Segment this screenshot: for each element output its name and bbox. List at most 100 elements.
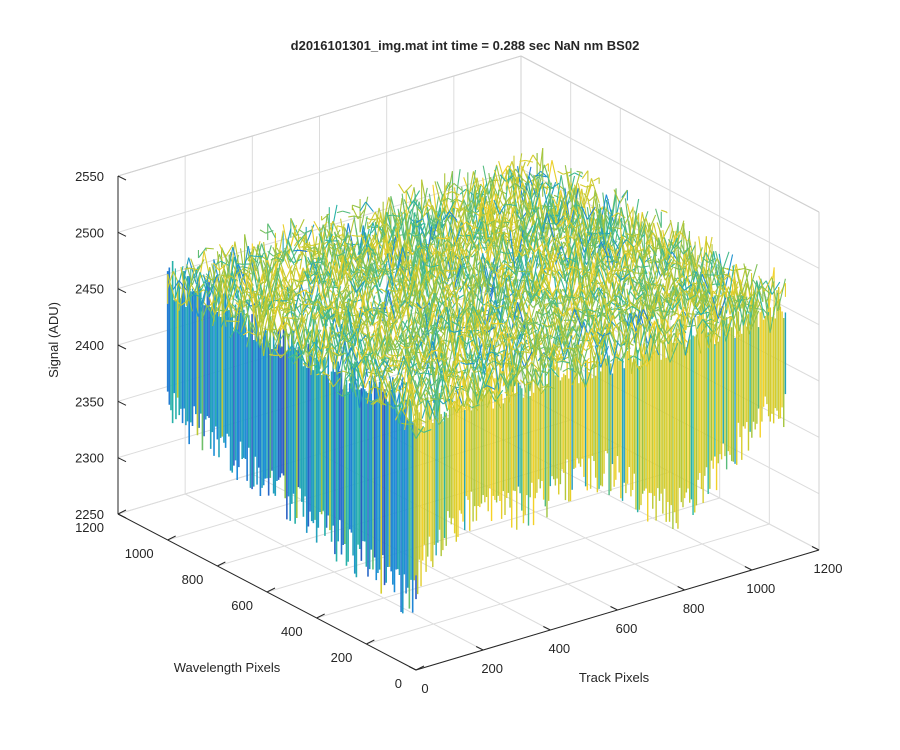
surface-top-strand [654,321,663,336]
surface-top-strand [246,322,253,348]
surface-top-strand [380,211,388,243]
surface-top-strand [186,267,195,306]
surface-top-strand [533,183,543,213]
surface-top-strand [315,260,323,281]
surface-top-strand [672,319,679,333]
surface-top-strand [399,267,409,282]
surface-top-strand [400,407,410,422]
surface-top-strand [575,357,583,367]
surface-top-strand [342,210,351,214]
surface-top-strand [493,173,503,215]
surface-top-strand [447,375,454,378]
surface-top-strand [418,271,428,305]
surface-top-strand [646,259,653,263]
surface-top-strand [344,372,351,382]
surface-top-strand [660,323,667,334]
z-tick-mark [117,344,127,350]
grid-line [266,471,671,593]
surface-top-strand [714,277,723,323]
surface-top-strand [426,292,435,318]
surface-top-strand [731,316,740,337]
surface-top-strand [422,357,431,370]
surface-top-strand [676,287,685,321]
surface-top-strand [211,263,218,291]
surface-top-strand [332,292,340,324]
surface-top-strand [403,184,413,194]
surface-top-strand [413,200,422,211]
surface-top-strand [525,379,534,386]
surface-top-strand [546,385,555,390]
surface-top-strand [462,374,469,390]
surface-top-strand [492,390,502,409]
surface-top-strand [440,315,450,326]
surface-top-strand [682,270,689,302]
surface-top-strand [327,312,337,350]
surface-top-strand [349,270,359,278]
x-tick-label: 600 [616,621,638,636]
surface-top-strand [400,302,410,319]
surface-top-strand [289,326,297,360]
surface-top-strand [676,260,684,269]
surface-top-strand [370,224,378,234]
surface-top-strand [440,307,448,333]
surface-top-strand [390,366,399,372]
surface-top-strand [490,303,497,309]
surface-top-strand [315,252,325,283]
z-tick-mark [117,175,127,181]
surface-top-strand [495,331,503,343]
surface-top-strand [566,310,576,325]
surface-top-strand [532,347,540,370]
surface-top-strand [673,239,683,249]
surface-top-strand [419,303,429,311]
surface-top-strand [491,349,498,355]
surface-top-strand [242,286,252,331]
surface-top-strand [340,260,350,285]
surface-top-strand [659,266,666,281]
y-tick-label: 800 [182,572,204,587]
surface-top-strand [709,305,717,346]
surface-top-strand [429,218,437,225]
surface-top-strand [522,233,530,278]
surface-top-strand [655,208,662,228]
surface-top-strand [368,276,378,285]
surface-top-strand [280,308,287,312]
surface-top-strand [579,184,587,188]
surface-top-strand [363,277,372,291]
surface-top-strand [621,266,628,291]
surface-top-strand [463,334,472,338]
surface-top-strand [460,338,468,345]
surface-top-strand [541,267,548,272]
surface-top-strand [551,182,560,189]
surface-top-strand [264,267,271,297]
surface-top-strand [381,383,389,405]
surface-top-strand [719,307,729,335]
surface-top-strand [592,287,599,298]
surface-top-strand [396,267,405,272]
surface-top-strand [359,368,368,409]
surface-top-strand [488,312,496,331]
surface-top-strand [349,280,357,293]
surface-top-strand [520,350,527,366]
z-tick-mark [117,400,127,406]
surface-top-strand [635,248,644,253]
surface-top-strand [748,307,755,310]
surface-top-strand [538,347,548,370]
surface-top-strand [496,287,504,317]
surface-top-strand [592,262,602,307]
surface-top-strand [361,347,370,360]
surface-top-strand [586,332,596,356]
surface-top-strand [387,289,397,322]
surface-top-strand [336,352,345,357]
surface-top-strand [284,301,293,313]
surface-top-strand [551,160,561,195]
surface-top-strand [302,362,310,368]
surface-top-strand [624,207,634,224]
surface-top-strand [300,284,308,306]
surface-top-strand [491,273,499,317]
surface-top-strand [312,251,319,257]
surface-top-strand [665,299,673,311]
surface-top-strand [608,242,616,258]
surface-top-strand [592,248,600,280]
surface-top-strand [478,182,488,204]
surface-top-strand [293,355,300,365]
